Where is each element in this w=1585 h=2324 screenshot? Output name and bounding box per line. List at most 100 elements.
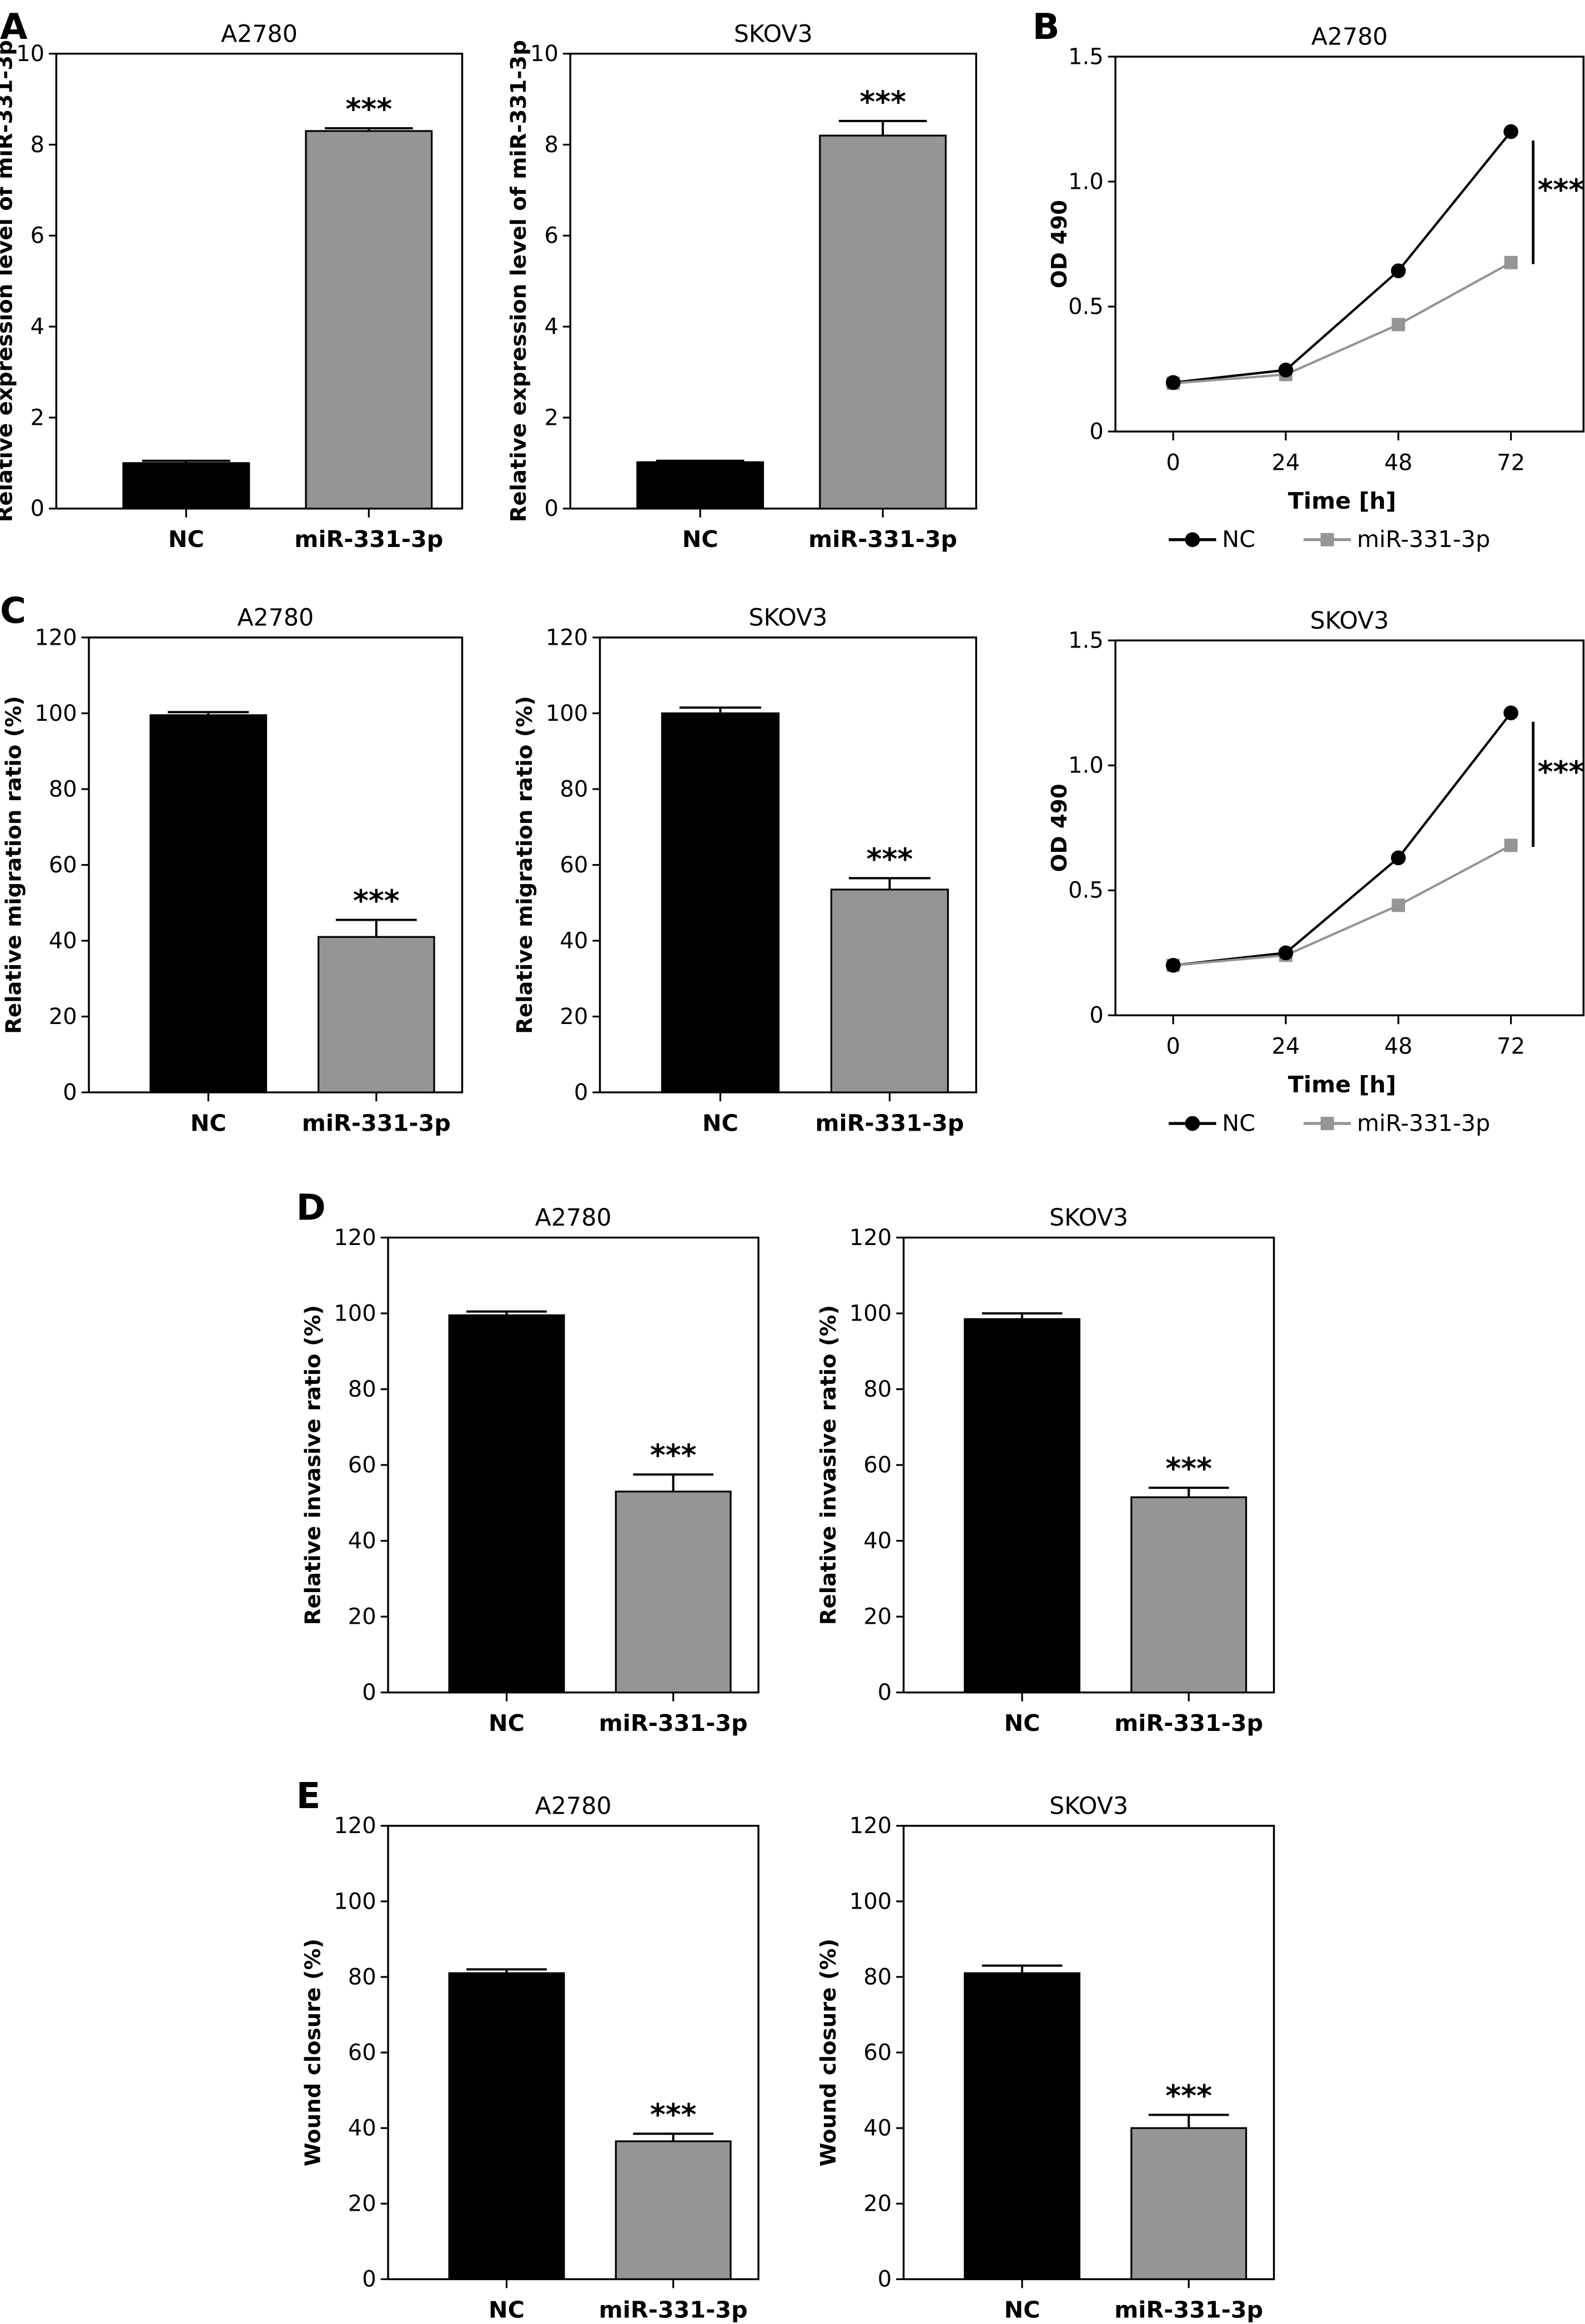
x-category-label: miR-331-3p: [599, 2297, 748, 2323]
data-point-nc: [1165, 957, 1181, 973]
y-tick-label: 60: [348, 1452, 376, 1478]
x-category-label: NC: [1004, 2297, 1040, 2323]
y-tick-label: 120: [34, 625, 77, 650]
y-tick-label: 4: [31, 314, 44, 339]
legend-marker-mir-331-3p: [1320, 533, 1334, 546]
x-category-label: miR-331-3p: [294, 526, 443, 553]
x-category-label: miR-331-3p: [808, 526, 957, 553]
y-tick-label: 0: [878, 2267, 892, 2292]
chart-title: SKOV3: [1049, 1204, 1128, 1232]
legend-marker-nc: [1185, 1116, 1200, 1131]
y-tick-label: 20: [49, 1004, 77, 1030]
y-tick-label: 0: [1089, 419, 1103, 444]
y-tick-label: 0: [574, 1080, 588, 1105]
x-category-label: miR-331-3p: [302, 1110, 451, 1136]
x-category-label: NC: [1004, 1710, 1040, 1736]
plot-frame: [569, 52, 978, 510]
x-category-label: NC: [168, 526, 204, 553]
y-axis-label: OD 490: [1047, 784, 1072, 872]
y-tick-label: 0: [878, 1680, 892, 1705]
chart-D2: SKOV3 0 20 40 60 80 100 120 Relative invasive ra…: [816, 1204, 1275, 1736]
y-tick-label: 20: [863, 2191, 892, 2217]
y-axis-label: Relative invasive ratio (%): [300, 1305, 325, 1625]
chart-title: A2780: [535, 1204, 612, 1232]
panel-label-B: B: [1033, 7, 1060, 48]
x-category-label: NC: [682, 526, 718, 553]
y-tick-label: 60: [863, 2040, 892, 2065]
data-point-mir-331-3p: [1391, 318, 1405, 332]
legend-marker-nc: [1185, 532, 1200, 548]
x-category-label: NC: [489, 2297, 525, 2323]
significance-stars: ***: [859, 84, 906, 119]
series-line-mir-331-3p: [1173, 844, 1512, 967]
y-tick-label: 20: [560, 1004, 588, 1030]
y-tick-label: 40: [560, 928, 588, 953]
y-tick-label: 20: [863, 1604, 892, 1630]
chart-E1: A2780 0 20 40 60 80 100 120 Wound closure (%) NC m…: [300, 1793, 759, 2323]
y-axis-label: Relative migration ratio (%): [512, 696, 537, 1034]
x-category-label: NC: [489, 1710, 525, 1736]
y-tick-label: 4: [544, 314, 558, 339]
data-point-mir-331-3p: [1391, 899, 1405, 912]
y-tick-label: 0: [1089, 1003, 1103, 1028]
y-tick-label: 100: [34, 701, 77, 726]
bar-mir-331-3p: [819, 134, 947, 510]
y-tick-label: 100: [546, 701, 588, 726]
y-tick-label: 20: [348, 2191, 376, 2217]
y-tick-label: 10: [16, 41, 44, 67]
bar-nc: [636, 461, 764, 510]
x-tick-label: 0: [1166, 450, 1180, 475]
bar-nc: [448, 1314, 565, 1694]
y-tick-label: 10: [530, 41, 558, 67]
panel-label-E: E: [296, 1776, 321, 1817]
y-tick-label: 120: [546, 625, 588, 650]
y-tick-label: 80: [863, 1377, 892, 1402]
significance-stars: ***: [650, 1438, 697, 1473]
y-tick-label: 40: [863, 1528, 892, 1554]
bar-mir-331-3p: [318, 936, 435, 1093]
y-axis-label: Wound closure (%): [300, 1939, 325, 2166]
data-point-nc: [1165, 375, 1181, 390]
chart-title: SKOV3: [749, 604, 828, 632]
data-point-nc: [1391, 850, 1406, 866]
legend-label-nc: NC: [1222, 526, 1255, 553]
y-axis-label: OD 490: [1047, 200, 1072, 288]
chart-B1: A2780 0 0.5 1.0 1.5 OD 490 0 24 48 72 Time [h] *** N…: [1047, 23, 1585, 553]
data-point-nc: [1503, 705, 1518, 721]
y-tick-label: 120: [334, 1225, 376, 1251]
bar-nc: [964, 1318, 1081, 1694]
legend-label-mir-331-3p: miR-331-3p: [1357, 526, 1490, 553]
y-tick-label: 0: [31, 496, 44, 521]
significance-stars: ***: [1538, 172, 1584, 207]
significance-stars: ***: [650, 2097, 697, 2132]
panel-label-A: A: [0, 7, 28, 48]
x-tick-label: 72: [1497, 450, 1525, 475]
bar-nc: [149, 714, 268, 1093]
x-tick-label: 0: [1166, 1034, 1180, 1060]
bar-mir-331-3p: [615, 1490, 732, 1694]
series-line-nc: [1173, 130, 1512, 384]
chart-title: A2780: [237, 604, 314, 632]
chart-E2: SKOV3 0 20 40 60 80 100 120 Wound closure (%) NC m…: [816, 1793, 1275, 2323]
y-tick-label: 80: [348, 1964, 376, 1990]
chart-title: SKOV3: [1049, 1793, 1128, 1820]
chart-C1: A2780 0 20 40 60 80 100 120 Relative migration r…: [1, 604, 464, 1136]
chart-title: A2780: [1311, 23, 1388, 51]
bar-mir-331-3p: [1130, 1496, 1247, 1694]
y-tick-label: 100: [334, 1889, 376, 1914]
x-category-label: miR-331-3p: [1114, 1710, 1263, 1736]
bar-mir-331-3p: [1130, 2127, 1247, 2280]
y-tick-label: 8: [544, 132, 558, 158]
y-tick-label: 120: [849, 1225, 892, 1251]
y-axis-label: Relative expression level of miR-331-3p: [506, 40, 531, 522]
legend-label-nc: NC: [1222, 1110, 1255, 1136]
y-tick-label: 2: [544, 405, 558, 430]
x-axis-label: Time [h]: [1288, 488, 1396, 514]
plot-frame: [1114, 56, 1585, 433]
data-point-nc: [1278, 945, 1294, 961]
significance-stars: ***: [1538, 754, 1584, 789]
y-tick-label: 60: [560, 852, 588, 878]
y-tick-label: 0.5: [1068, 878, 1104, 904]
